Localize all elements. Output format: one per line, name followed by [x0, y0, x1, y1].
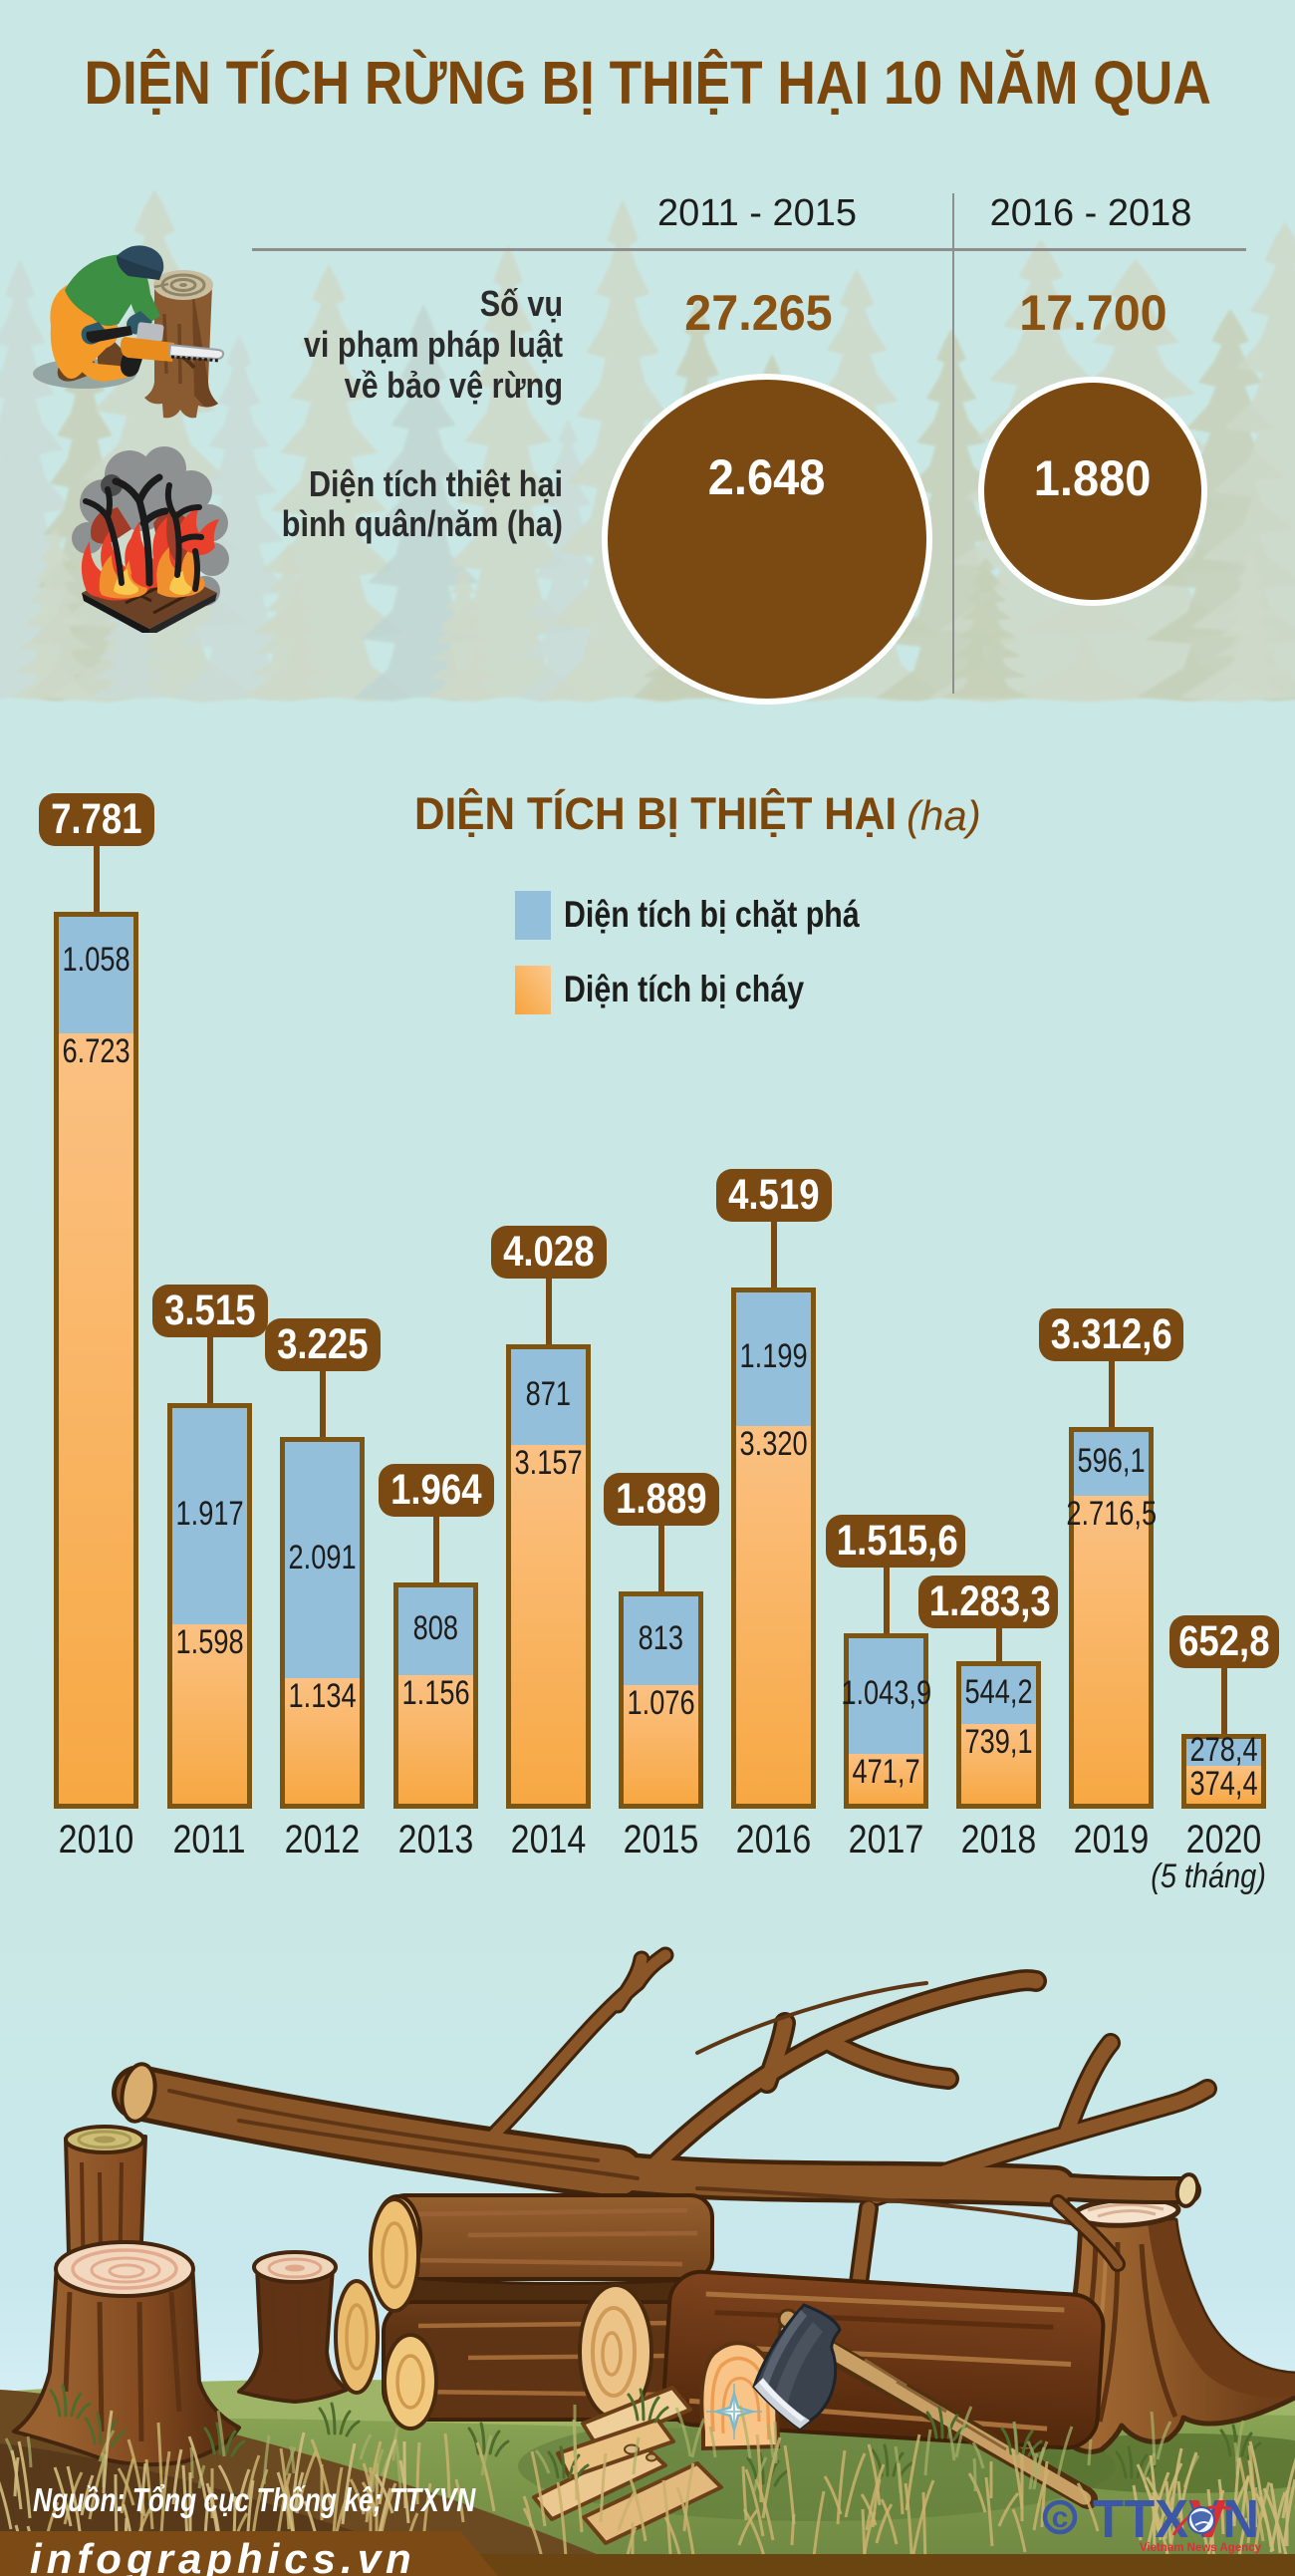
svg-text:TTXVN: TTXVN	[1093, 2489, 1259, 2549]
svg-text:Vietnam News Agency: Vietnam News Agency	[1140, 2542, 1262, 2554]
svg-text:c: c	[1052, 2501, 1069, 2534]
